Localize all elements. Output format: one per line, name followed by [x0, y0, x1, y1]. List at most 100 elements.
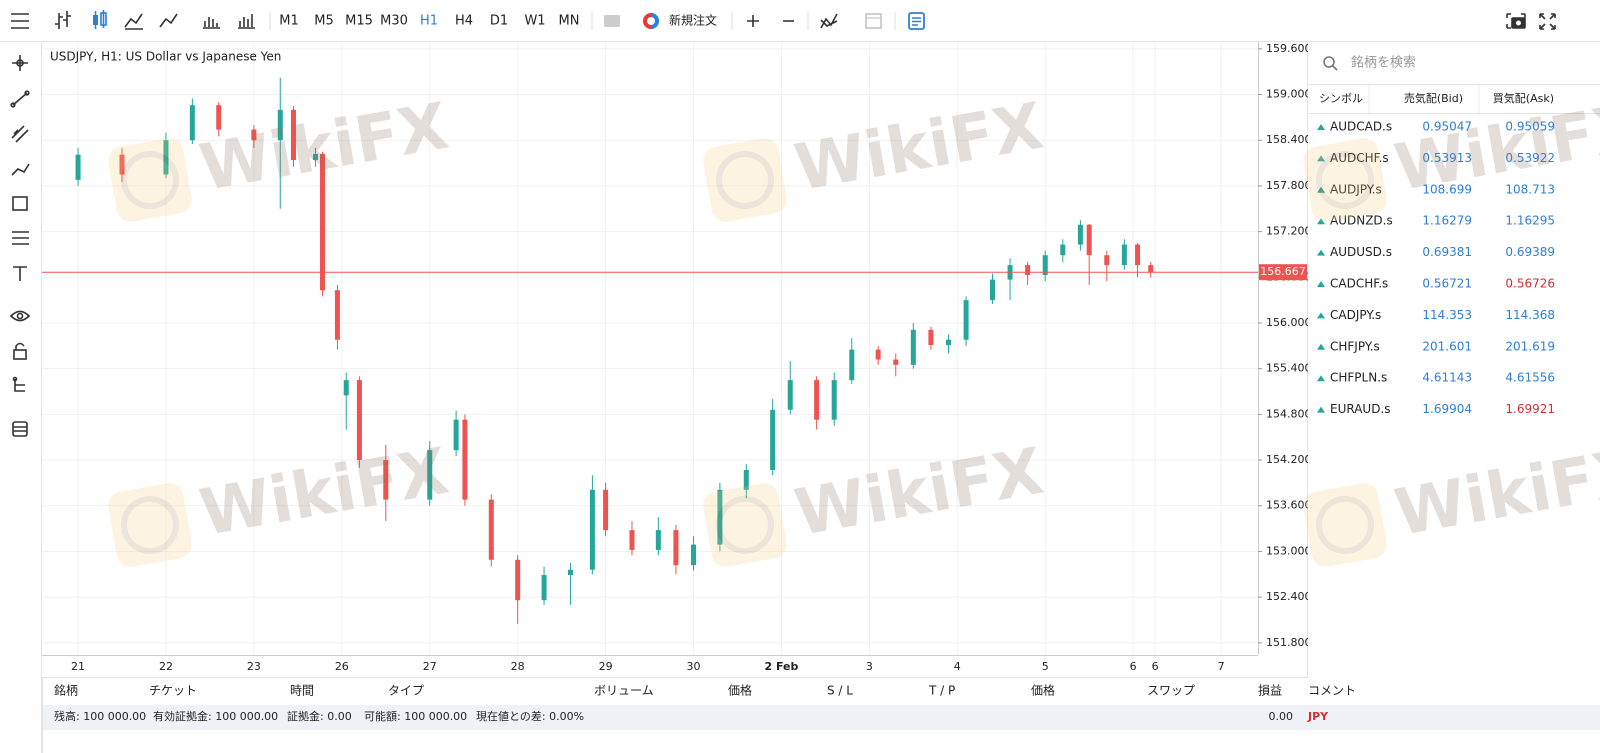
ask: 0.69389: [1505, 245, 1555, 259]
ask: 201.619: [1505, 339, 1555, 353]
candle-body: [541, 575, 547, 601]
candle-chart-icon[interactable]: [93, 10, 107, 29]
visibility-tool[interactable]: [9, 310, 31, 322]
candle-body: [717, 489, 723, 545]
timeframe[interactable]: D1: [490, 14, 508, 29]
y-tick-label: 151.800: [1266, 636, 1308, 649]
x-tick-label: 2 Feb: [765, 660, 799, 673]
y-tick-label: 153.600: [1266, 499, 1308, 512]
column-header: ボリューム: [594, 684, 654, 698]
y-tick-label: 157.800: [1266, 179, 1308, 192]
bid: 108.699: [1422, 182, 1472, 196]
candle-body: [655, 530, 661, 550]
x-tick-label: 28: [511, 660, 525, 673]
column-header: スワップ: [1147, 684, 1195, 698]
indicators-icon[interactable]: [820, 13, 838, 29]
journal-icon[interactable]: [908, 12, 925, 30]
candle-body: [893, 359, 899, 365]
symbol[interactable]: AUDCAD.s: [1330, 120, 1392, 134]
candle-body: [673, 530, 679, 566]
search-icon[interactable]: [1323, 56, 1338, 71]
column-header: 価格: [728, 683, 752, 698]
fullscreen-icon[interactable]: [1539, 13, 1556, 30]
top-toolbar: 新規注文 M1 M5 M15 M30 H1 H4 D1 W1 MN: [0, 10, 1600, 42]
crosshair-tool[interactable]: [12, 55, 28, 71]
objects-tool[interactable]: [12, 376, 26, 392]
column-header: 価格: [1031, 683, 1055, 698]
symbol[interactable]: CHFJPY.s: [1330, 339, 1380, 353]
timeframe[interactable]: M5: [314, 14, 334, 29]
new-order[interactable]: 新規注文: [669, 13, 717, 28]
candle-body: [277, 109, 283, 141]
line-tool[interactable]: [10, 90, 30, 108]
y-tick-label: 154.800: [1266, 407, 1308, 420]
menu-icon[interactable]: [11, 13, 29, 29]
order-logo[interactable]: [643, 13, 659, 29]
timeframe[interactable]: MN: [559, 14, 580, 29]
up-arrow: [1317, 186, 1325, 193]
shape-tool[interactable]: [12, 196, 28, 211]
search-placeholder[interactable]: 銘柄を検索: [1351, 56, 1416, 71]
x-tick-label: 30: [687, 660, 701, 673]
candle-body: [383, 460, 389, 500]
text-tool[interactable]: [13, 266, 27, 281]
one-click-icon[interactable]: [604, 15, 620, 27]
watchlist-svg: 銘柄を検索 シンボル 売気配(Bid) 買気配(Ask) AUDCAD.s 0.9504…: [1309, 56, 1600, 416]
ask: 1.16295: [1505, 214, 1555, 228]
symbol[interactable]: CHFPLN.s: [1330, 371, 1387, 385]
symbol[interactable]: AUDUSD.s: [1330, 245, 1392, 259]
volume-icon[interactable]: [203, 17, 220, 29]
symbol[interactable]: CADCHF.s: [1330, 277, 1388, 291]
up-arrow: [1317, 375, 1325, 382]
x-tick-label: 23: [247, 660, 261, 673]
symbol[interactable]: EURAUD.s: [1330, 402, 1391, 416]
fibonacci-tool[interactable]: [12, 231, 29, 245]
screenshot-icon[interactable]: [1506, 13, 1526, 29]
y-tick-label: 154.200: [1266, 453, 1308, 466]
candle-body: [290, 109, 296, 161]
x-tick-label: 4: [954, 660, 961, 673]
timeframe[interactable]: H4: [455, 14, 473, 29]
templates-tool[interactable]: [12, 421, 28, 437]
up-arrow: [1317, 406, 1325, 413]
x-tick-label: 3: [866, 660, 873, 673]
timeframe[interactable]: W1: [524, 14, 545, 29]
candle-body: [1135, 244, 1141, 266]
lock-tool[interactable]: [13, 342, 27, 360]
symbol[interactable]: AUDJPY.s: [1330, 182, 1382, 196]
zoom-in[interactable]: [747, 15, 759, 27]
calendar-icon[interactable]: [865, 13, 882, 29]
candle-body: [567, 569, 573, 576]
tick-volume-icon[interactable]: [238, 14, 255, 29]
timeframe[interactable]: M1: [279, 14, 299, 29]
up-arrow: [1317, 124, 1325, 130]
timeframe[interactable]: M30: [380, 14, 408, 29]
symbol[interactable]: AUDCHF.s: [1330, 151, 1389, 165]
area-chart-icon[interactable]: [124, 13, 143, 30]
ask: 4.61556: [1505, 371, 1555, 385]
bar-chart-icon[interactable]: [55, 11, 71, 29]
candle-body: [1042, 255, 1048, 276]
ask: 0.95059: [1505, 120, 1555, 134]
timeframe[interactable]: H1: [420, 14, 438, 29]
timeframe[interactable]: M15: [345, 14, 373, 29]
up-arrow: [1317, 155, 1325, 162]
up-arrow: [1317, 312, 1325, 319]
bid: 0.56721: [1422, 277, 1472, 291]
channel-tool[interactable]: [11, 125, 29, 143]
watchlist: 銘柄を検索 シンボル 売気配(Bid) 買気配(Ask) AUDCAD.s 0.9504…: [1309, 42, 1600, 678]
symbol[interactable]: AUDNZD.s: [1330, 214, 1393, 228]
symbol[interactable]: CADJPY.s: [1330, 308, 1381, 322]
candle-body: [75, 154, 81, 180]
bid: 1.16279: [1422, 214, 1472, 228]
candle-body: [589, 489, 595, 570]
polyline-tool[interactable]: [11, 163, 30, 176]
currency: JPY: [1307, 710, 1329, 723]
watchlist-header: 買気配(Ask): [1493, 91, 1554, 105]
candle-body: [603, 489, 609, 531]
x-tick-label: 21: [71, 660, 85, 673]
candle-body: [963, 300, 969, 340]
candle-body: [343, 380, 349, 396]
line-chart-icon[interactable]: [159, 13, 178, 28]
column-header: 銘柄: [54, 683, 78, 698]
